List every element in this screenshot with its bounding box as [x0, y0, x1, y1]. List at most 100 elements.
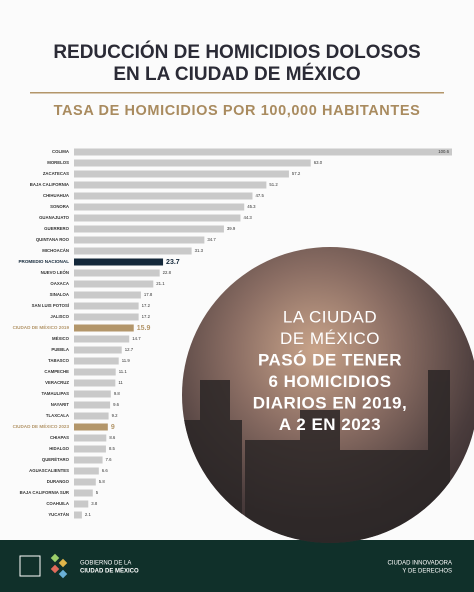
category-label: CHIHUAHUA: [43, 193, 69, 198]
value-label: 2.1: [85, 512, 92, 517]
annotation: DIARIOS EN 2019,: [253, 393, 407, 412]
bar: [74, 456, 103, 464]
category-label: BAJA CALIFORNIA SUR: [20, 490, 70, 495]
value-label: 45.3: [247, 204, 256, 209]
bar: [74, 159, 311, 167]
category-label: CIUDAD DE MÉXICO 2023: [13, 422, 70, 429]
value-label: 100.6: [438, 149, 449, 154]
value-label: 6.6: [102, 468, 109, 473]
category-label: CHIAPAS: [50, 435, 69, 440]
category-label: COAHUILA: [46, 501, 69, 506]
category-label: TLAXCALA: [46, 413, 69, 418]
bar: [74, 500, 89, 508]
value-label: 47.5: [255, 193, 264, 198]
annotation: PASÓ DE TENER: [258, 350, 402, 369]
chart-title: REDUCCIÓN DE HOMICIDIOS DOLOSOS: [53, 41, 420, 63]
category-label: MICHOACÁN: [42, 248, 69, 253]
bar: [74, 313, 139, 321]
footer-right: Y DE DERECHOS: [402, 569, 452, 575]
category-label: QUERÉTARO: [42, 457, 70, 462]
value-label: 9.2: [112, 413, 119, 418]
annotation: 6 HOMICIDIOS: [268, 372, 391, 391]
value-label: 21.1: [156, 281, 165, 286]
bar: [74, 214, 241, 222]
bar: [74, 357, 119, 365]
annotation: DE MÉXICO: [280, 329, 380, 348]
chart-title: EN LA CIUDAD DE MÉXICO: [113, 63, 360, 85]
value-label: 8.6: [109, 435, 116, 440]
value-label: 39.9: [227, 226, 236, 231]
value-label: 9.6: [113, 402, 120, 407]
value-label: 34.7: [207, 237, 216, 242]
bar: [74, 489, 93, 497]
value-label: 17.2: [142, 314, 151, 319]
bar: [74, 269, 160, 277]
category-label: MORELOS: [47, 160, 69, 165]
value-label: 9.8: [114, 391, 121, 396]
category-label: SONORA: [50, 204, 69, 209]
value-label: 17.8: [144, 292, 153, 297]
category-label: TAMAULIPAS: [41, 391, 69, 396]
bar: [74, 236, 205, 244]
category-label: SINALOA: [50, 292, 69, 297]
bar: [74, 390, 111, 398]
bar: [74, 346, 122, 354]
value-label: 11.1: [119, 369, 128, 374]
bar: [74, 170, 289, 178]
value-label: 17.2: [142, 303, 151, 308]
value-label: 5.8: [99, 479, 106, 484]
footer-left: CIUDAD DE MÉXICO: [80, 567, 139, 575]
bar: [74, 225, 224, 233]
value-label: 12.7: [125, 347, 134, 352]
bar: [74, 434, 107, 442]
category-label: CAMPECHE: [44, 369, 69, 374]
value-label: 63.0: [314, 160, 323, 165]
bar: [74, 401, 111, 409]
value-label: 14.7: [132, 336, 141, 341]
bar: [74, 423, 108, 431]
bar: [74, 148, 452, 156]
category-label: HIDALGO: [49, 446, 69, 451]
bar: [74, 203, 245, 211]
bar: [74, 280, 154, 288]
value-label: 11: [118, 380, 123, 385]
category-label: GUERRERO: [44, 226, 69, 231]
category-label: TABASCO: [48, 358, 70, 363]
bar: [74, 192, 253, 200]
bar: [74, 445, 106, 453]
category-label: NUEVO LEÓN: [41, 270, 69, 275]
value-label: 3.8: [91, 501, 98, 506]
category-label: MÉXICO: [52, 336, 70, 341]
category-label: VERACRUZ: [45, 380, 69, 385]
category-label: SAN LUIS POTOSÍ: [32, 303, 70, 308]
bar: [74, 412, 109, 420]
value-label: 51.2: [269, 182, 278, 187]
footer-left: GOBIERNO DE LA: [80, 561, 131, 567]
divider: [30, 92, 444, 94]
bar: [74, 478, 96, 486]
value-label: 15.9: [137, 325, 151, 332]
bar: [74, 324, 134, 332]
logo-icon: [19, 555, 41, 577]
category-label: DURANGO: [47, 479, 70, 484]
bar: [74, 368, 116, 376]
category-label: GUANAJUATO: [39, 215, 70, 220]
value-label: 44.3: [243, 215, 252, 220]
category-label: PUEBLA: [51, 347, 69, 352]
bar: [74, 379, 116, 387]
bar: [74, 291, 141, 299]
footer-band: [0, 540, 474, 592]
bar: [74, 302, 139, 310]
category-label: AGUASCALIENTES: [29, 468, 69, 473]
value-label: 8.5: [109, 446, 116, 451]
bar: [74, 335, 130, 343]
category-label: BAJA CALIFORNIA: [30, 182, 69, 187]
chart-subtitle: TASA DE HOMICIDIOS POR 100,000 HABITANTE…: [54, 103, 421, 119]
bar: [74, 247, 192, 255]
category-label: QUINTANA ROO: [36, 237, 70, 242]
bar: [74, 181, 267, 189]
value-label: 9: [111, 424, 115, 431]
category-label: COLIMA: [52, 149, 69, 154]
bar: [74, 511, 82, 519]
